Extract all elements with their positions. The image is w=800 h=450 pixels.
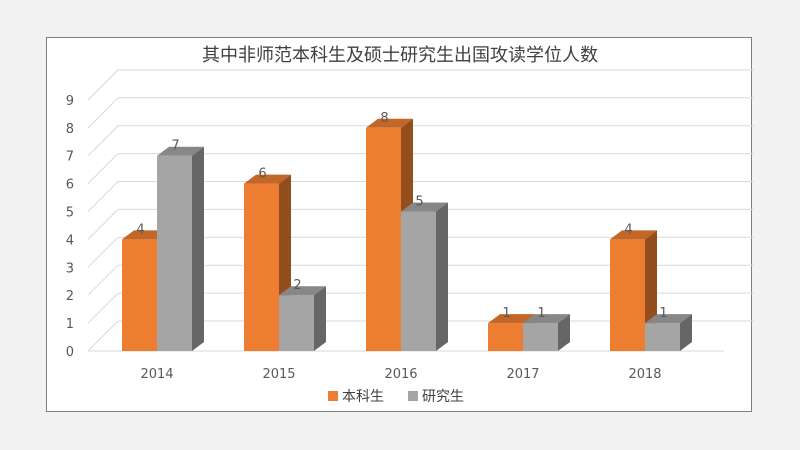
bar-top — [645, 314, 692, 324]
bar-top — [610, 230, 657, 240]
data-label: 1 — [537, 306, 545, 321]
y-tick-label: 1 — [66, 317, 74, 332]
data-label: 1 — [659, 306, 667, 321]
grid-diagonal — [87, 264, 119, 296]
grid-diagonal — [87, 97, 119, 129]
bar-front — [610, 239, 645, 351]
bar-top — [401, 202, 448, 212]
grid-diagonal — [87, 125, 119, 157]
bar-top — [366, 118, 413, 128]
y-tick-label: 2 — [66, 289, 74, 304]
bar-top — [279, 286, 326, 296]
bar-front — [122, 239, 157, 351]
legend-item: 研究生 — [408, 389, 464, 405]
bar-side — [436, 202, 448, 351]
legend-item: 本科生 — [328, 389, 384, 405]
data-label: 4 — [136, 222, 144, 237]
bar-研究生-2017 — [523, 314, 570, 351]
y-tick-label: 0 — [66, 345, 74, 360]
x-tick-label: 2014 — [140, 367, 173, 382]
x-tick-label: 2017 — [506, 367, 539, 382]
y-tick-label: 9 — [66, 94, 74, 109]
x-tick-label: 2016 — [384, 367, 417, 382]
bar-top — [244, 174, 291, 184]
bar-front — [366, 127, 401, 351]
bar-front — [244, 183, 279, 351]
bar-front — [157, 155, 192, 351]
data-label: 5 — [415, 195, 423, 210]
grid-diagonal — [87, 236, 119, 268]
grid-diagonal — [87, 320, 119, 352]
label-layer: 4 7 6 2 8 5 1 1 4 1 — [136, 111, 667, 321]
axis-layer: 0 1 2 3 4 5 6 7 8 9 2014 2015 2016 2017 2018 — [66, 94, 662, 382]
data-label: 2 — [293, 278, 301, 293]
y-tick-label: 4 — [66, 233, 74, 248]
bar-front — [279, 295, 314, 351]
grid-diagonal — [87, 181, 119, 212]
bar-top — [157, 146, 204, 156]
grid-diagonal — [87, 209, 119, 240]
y-tick-label: 5 — [66, 206, 74, 221]
bar-研究生-2018 — [645, 314, 692, 351]
grid-diagonal — [87, 153, 119, 184]
data-label: 8 — [380, 111, 388, 126]
x-tick-label: 2015 — [262, 367, 295, 382]
bar-layer — [122, 118, 692, 351]
data-label: 7 — [171, 139, 179, 154]
legend-swatch — [328, 391, 338, 401]
bar-front — [401, 211, 436, 351]
data-label: 1 — [502, 306, 510, 321]
data-label: 6 — [258, 167, 266, 182]
bar-side — [314, 286, 326, 351]
y-tick-label: 3 — [66, 261, 74, 276]
chart-title: 其中非师范本科生及硕士研究生出国攻读学位人数 — [202, 45, 598, 66]
legend-label: 研究生 — [422, 389, 464, 405]
legend: 本科生 研究生 — [328, 389, 464, 405]
bar-top — [488, 314, 535, 324]
bar-side — [558, 314, 570, 351]
y-tick-label: 8 — [66, 122, 74, 137]
bar-side — [680, 314, 692, 351]
bar-top — [523, 314, 570, 324]
legend-swatch — [408, 391, 418, 401]
y-tick-label: 6 — [66, 178, 74, 193]
bar-研究生-2014 — [157, 146, 204, 351]
bar-研究生-2016 — [401, 202, 448, 351]
bar-front — [523, 323, 558, 351]
data-label: 4 — [624, 222, 632, 237]
bar-front — [645, 323, 680, 351]
bar-side — [192, 146, 204, 351]
y-tick-label: 7 — [66, 150, 74, 165]
bar-front — [488, 323, 523, 351]
grid-diagonal — [87, 292, 119, 324]
bar-研究生-2015 — [279, 286, 326, 351]
legend-label: 本科生 — [342, 389, 384, 405]
grid-diagonal — [87, 69, 119, 101]
x-tick-label: 2018 — [628, 367, 661, 382]
